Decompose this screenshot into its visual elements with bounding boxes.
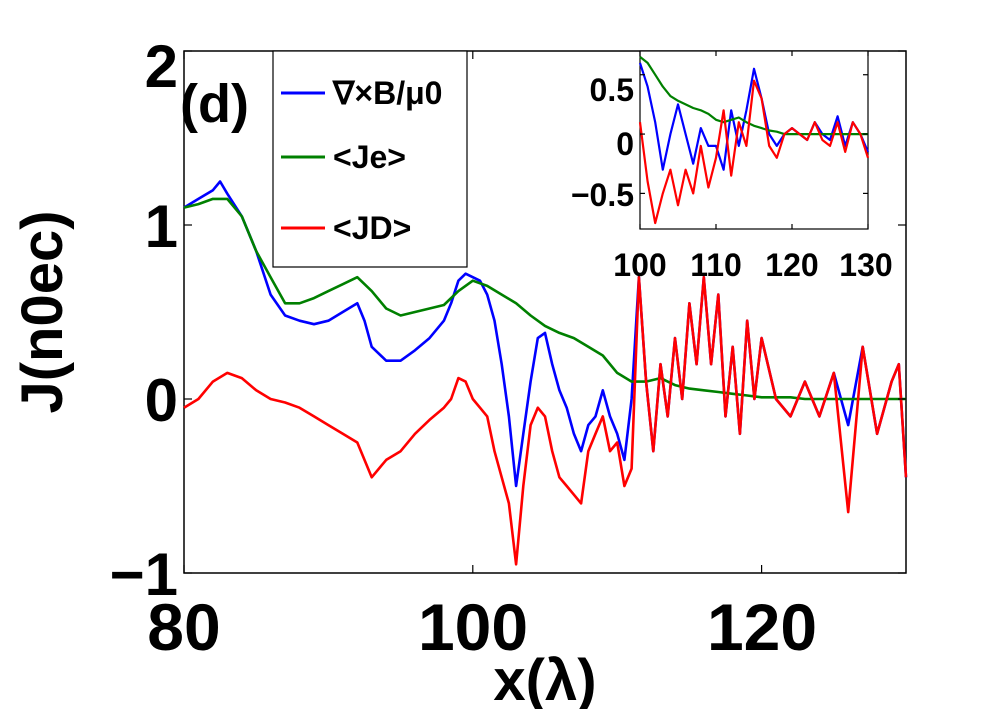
y-tick-label: 2 bbox=[145, 33, 178, 100]
series-line-1 bbox=[183, 197, 906, 401]
legend: ∇×B/μ0 <Je> <JD> bbox=[272, 50, 468, 268]
legend-label-jd: <JD> bbox=[333, 210, 411, 246]
x-tick-label: 80 bbox=[147, 590, 220, 664]
inset-x-tick-label: 110 bbox=[690, 247, 742, 283]
y-tick-label: 0 bbox=[145, 367, 178, 434]
panel-label: (d) bbox=[180, 74, 249, 134]
x-tick-label: 100 bbox=[418, 590, 528, 664]
inset-x-tick-label: 100 bbox=[613, 247, 666, 283]
main-plot-lines bbox=[183, 180, 908, 566]
inset-y-tick-label: −0.5 bbox=[571, 177, 634, 213]
legend-box bbox=[272, 50, 468, 268]
inset-x-tick-label: 120 bbox=[765, 247, 818, 283]
legend-label-je: <Je> bbox=[333, 139, 406, 175]
inset-series-line-1 bbox=[639, 56, 868, 136]
x-tick-label: 120 bbox=[707, 590, 817, 664]
inset-x-tick-label: 130 bbox=[839, 247, 892, 283]
inset-axis-ticks bbox=[639, 51, 869, 229]
series-line-2 bbox=[183, 275, 908, 566]
y-tick-label: −1 bbox=[110, 541, 178, 608]
y-axis-label: J(n0ec) bbox=[10, 210, 75, 413]
inset-series-line-2 bbox=[638, 79, 870, 225]
x-axis-label: x(λ) bbox=[493, 648, 596, 709]
inset-axes-frame bbox=[639, 50, 869, 230]
inset-y-tick-label: 0.5 bbox=[590, 72, 634, 108]
inset-y-tick-label: 0 bbox=[616, 126, 634, 162]
inset-series-line-0 bbox=[638, 62, 870, 171]
legend-label-curlb: ∇×B/μ0 bbox=[332, 75, 442, 111]
y-tick-label: 1 bbox=[145, 193, 178, 260]
inset-plot-lines bbox=[638, 56, 870, 225]
